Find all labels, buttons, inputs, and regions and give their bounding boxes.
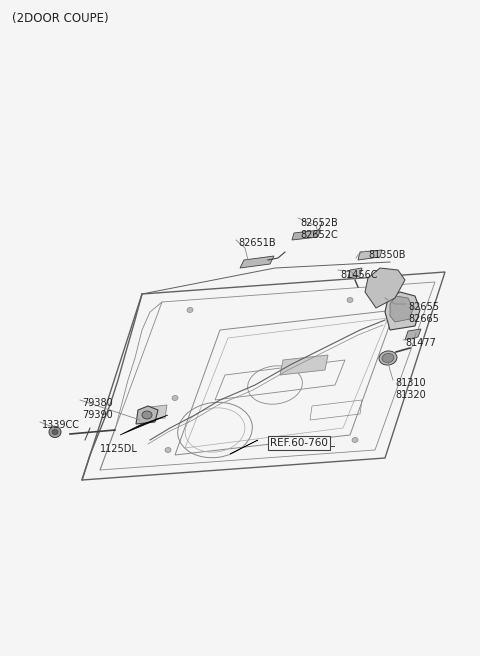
Polygon shape (358, 250, 382, 260)
Polygon shape (136, 406, 158, 424)
Ellipse shape (165, 447, 171, 453)
Polygon shape (240, 256, 274, 268)
Ellipse shape (49, 426, 61, 438)
Ellipse shape (187, 308, 193, 312)
Text: (2DOOR COUPE): (2DOOR COUPE) (12, 12, 108, 25)
Polygon shape (292, 230, 320, 240)
Text: 82651B: 82651B (238, 238, 276, 248)
Polygon shape (348, 268, 362, 278)
Text: 1125DL: 1125DL (100, 444, 138, 454)
Polygon shape (365, 268, 405, 308)
Ellipse shape (352, 438, 358, 443)
Text: 81310
81320: 81310 81320 (395, 378, 426, 400)
Text: REF.60-760: REF.60-760 (270, 438, 328, 448)
Text: 82652B
82652C: 82652B 82652C (300, 218, 338, 239)
Ellipse shape (379, 351, 397, 365)
Ellipse shape (382, 354, 394, 363)
Ellipse shape (52, 430, 58, 434)
Polygon shape (280, 355, 328, 375)
Polygon shape (385, 292, 420, 330)
Text: 81477: 81477 (405, 338, 436, 348)
Ellipse shape (347, 297, 353, 302)
Polygon shape (120, 415, 168, 435)
Polygon shape (390, 296, 413, 322)
Text: 79380
79390: 79380 79390 (82, 398, 113, 420)
Text: 82655
82665: 82655 82665 (408, 302, 439, 323)
Text: 81350B: 81350B (368, 250, 406, 260)
Text: 81456C: 81456C (340, 270, 377, 280)
Ellipse shape (142, 411, 152, 419)
Polygon shape (230, 440, 258, 454)
Polygon shape (148, 405, 167, 420)
Ellipse shape (172, 396, 178, 401)
Text: 1339CC: 1339CC (42, 420, 80, 430)
Polygon shape (405, 329, 421, 340)
